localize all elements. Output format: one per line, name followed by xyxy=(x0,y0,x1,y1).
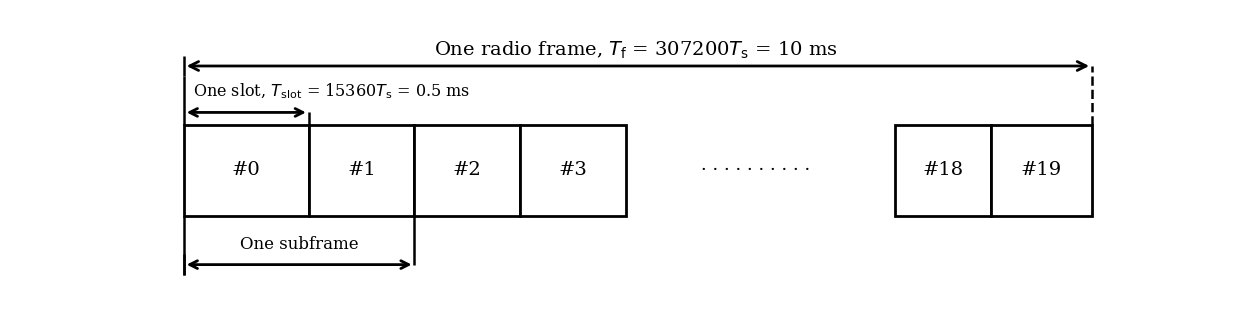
Text: One slot, $T_{\mathrm{slot}}$ = 15360$T_{\mathrm{s}}$ = 0.5 ms: One slot, $T_{\mathrm{slot}}$ = 15360$T_… xyxy=(193,82,471,102)
Text: · · · · · · · · · ·: · · · · · · · · · · xyxy=(701,161,810,180)
Bar xyxy=(521,125,626,216)
Text: #3: #3 xyxy=(558,161,588,180)
Text: #1: #1 xyxy=(347,161,376,180)
Bar xyxy=(184,125,309,216)
Text: #0: #0 xyxy=(232,161,260,180)
Bar xyxy=(895,125,991,216)
Bar xyxy=(309,125,414,216)
Text: One radio frame, $T_{\mathrm{f}}$ = 307200$T_{\mathrm{s}}$ = 10 ms: One radio frame, $T_{\mathrm{f}}$ = 3072… xyxy=(434,40,837,61)
Bar xyxy=(991,125,1092,216)
Bar xyxy=(414,125,521,216)
Text: #18: #18 xyxy=(923,161,963,180)
Text: #19: #19 xyxy=(1021,161,1063,180)
Text: #2: #2 xyxy=(453,161,481,180)
Text: One subframe: One subframe xyxy=(239,236,358,253)
